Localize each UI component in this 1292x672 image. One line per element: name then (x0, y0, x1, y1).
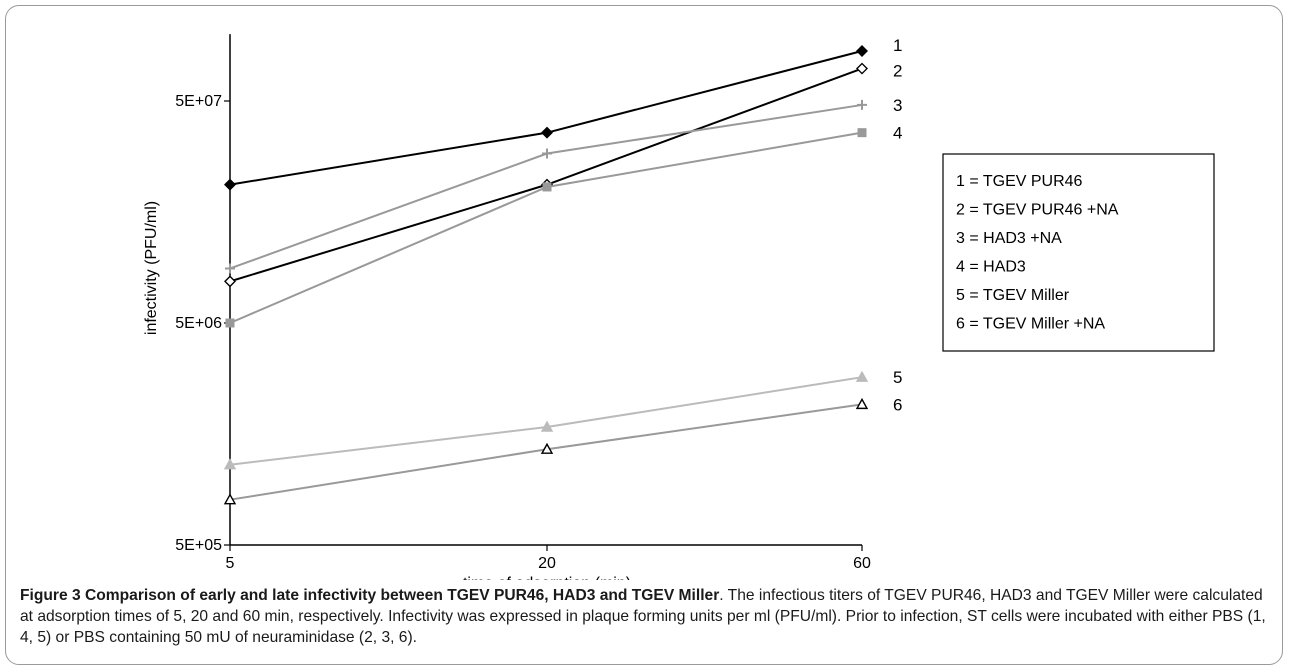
series-end-label: 4 (893, 124, 902, 143)
data-point-marker (855, 370, 869, 382)
legend-entry: 3 = HAD3 +NA (956, 230, 1062, 247)
x-tick-label: 5 (226, 555, 235, 572)
x-axis-title: time of adsorption (min) (463, 575, 631, 580)
caption-title: Figure 3 Comparison of early and late in… (20, 587, 720, 604)
y-axis-title: infectivity (PFU/ml) (143, 201, 160, 335)
data-point-marker (857, 128, 867, 138)
line-chart: 5E+05 5E+06 5E+07 5 20 60 time of adsorption (… (143, 34, 1215, 580)
y-tick-label: 5E+05 (175, 537, 222, 554)
data-point-marker (542, 182, 552, 192)
data-point-marker (856, 44, 868, 57)
legend-entry: 6 = TGEV Miller +NA (956, 316, 1105, 333)
figure-frame (5, 5, 1283, 665)
legend-entry: 1 = TGEV PUR46 (956, 173, 1083, 190)
x-tick-label: 60 (853, 555, 871, 572)
data-point-marker (856, 62, 868, 75)
data-point-marker (224, 275, 236, 288)
data-point-marker (223, 493, 237, 505)
series-line-2 (229, 67, 863, 283)
x-tick-label: 20 (538, 555, 556, 572)
data-point-marker (542, 148, 552, 159)
data-point-marker (855, 397, 869, 410)
data-point-marker (225, 318, 235, 328)
legend-entry: 4 = HAD3 (956, 259, 1026, 276)
series-end-label: 6 (893, 395, 902, 414)
legend-entry: 2 = TGEV PUR46 +NA (956, 202, 1119, 219)
series-line-1 (229, 50, 863, 186)
series-end-label: 2 (893, 62, 902, 81)
data-point-marker (541, 126, 553, 139)
y-tick-label: 5E+06 (175, 315, 222, 332)
series-end-label: 1 (893, 36, 902, 55)
data-point-marker (224, 178, 236, 191)
legend-entry: 5 = TGEV Miller (956, 287, 1070, 304)
data-point-marker (540, 442, 554, 454)
series-end-label: 5 (893, 368, 902, 387)
series-line-4 (229, 131, 863, 324)
data-point-marker (540, 420, 554, 432)
data-point-marker (223, 458, 237, 470)
data-point-marker (225, 263, 235, 274)
legend-box (942, 153, 1215, 352)
data-point-marker (857, 99, 867, 110)
y-tick-label: 5E+07 (175, 93, 222, 110)
series-end-label: 3 (893, 96, 902, 115)
figure-caption: Figure 3 Comparison of early and late in… (20, 585, 1275, 648)
caption-text: . The infectious titers of TGEV PUR46, H… (20, 587, 1266, 646)
